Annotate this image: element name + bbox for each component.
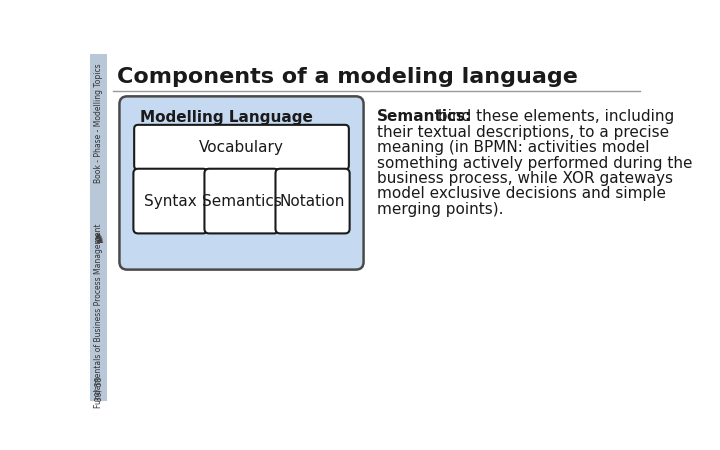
Text: business process, while XOR gateways: business process, while XOR gateways: [377, 171, 672, 186]
FancyBboxPatch shape: [133, 169, 207, 234]
Text: Modelling Language: Modelling Language: [140, 110, 312, 126]
FancyBboxPatch shape: [204, 169, 279, 234]
Text: their textual descriptions, to a precise: their textual descriptions, to a precise: [377, 125, 669, 140]
Text: meaning (in BPMN: activities model: meaning (in BPMN: activities model: [377, 140, 649, 155]
Text: 39/ 58: 39/ 58: [94, 377, 103, 401]
Text: Components of a modeling language: Components of a modeling language: [117, 67, 578, 87]
Text: Book - Phase - Modelling Topics: Book - Phase - Modelling Topics: [94, 63, 103, 183]
Text: Notation: Notation: [280, 194, 346, 208]
FancyBboxPatch shape: [276, 169, 350, 234]
Text: Syntax: Syntax: [144, 194, 197, 208]
FancyBboxPatch shape: [134, 125, 349, 170]
Text: something actively performed during the: something actively performed during the: [377, 156, 692, 171]
Text: Vocabulary: Vocabulary: [199, 140, 284, 155]
Text: merging points).: merging points).: [377, 202, 503, 217]
Text: bind these elements, including: bind these elements, including: [433, 109, 674, 125]
Text: Semantics:: Semantics:: [377, 109, 472, 125]
Text: Fundamentals of Business Process Management: Fundamentals of Business Process Managem…: [94, 224, 103, 408]
Text: Semantics: Semantics: [202, 194, 282, 208]
Text: model exclusive decisions and simple: model exclusive decisions and simple: [377, 186, 666, 202]
Text: ♞: ♞: [92, 232, 105, 246]
Bar: [90, 54, 107, 400]
FancyBboxPatch shape: [120, 96, 364, 270]
